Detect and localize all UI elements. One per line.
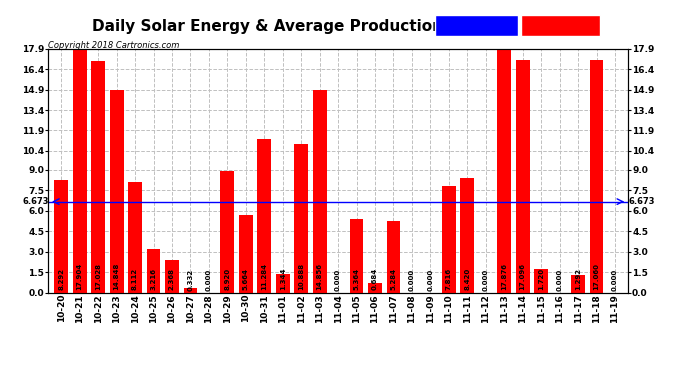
Bar [276,274,290,292]
Text: 6.673: 6.673 [22,197,49,206]
Bar [91,61,105,292]
Bar [294,144,308,292]
Text: 14.848: 14.848 [114,263,119,291]
Text: 17.876: 17.876 [501,264,507,291]
Bar [128,182,142,292]
Text: 11.284: 11.284 [262,263,267,291]
Text: 1.720: 1.720 [538,268,544,291]
Text: 8.292: 8.292 [58,268,64,291]
Bar [72,49,87,292]
Bar [386,220,400,292]
Text: Average  (kWh): Average (kWh) [438,21,517,30]
Text: 5.364: 5.364 [353,268,359,291]
Text: 14.856: 14.856 [317,264,323,291]
Text: 8.920: 8.920 [224,268,230,291]
Text: 1.292: 1.292 [575,268,581,291]
Text: Daily  (kWh): Daily (kWh) [524,21,587,30]
Text: 2.368: 2.368 [169,268,175,291]
Text: 5.284: 5.284 [391,268,397,291]
Text: 0.332: 0.332 [188,269,193,291]
Text: 3.216: 3.216 [150,268,157,291]
Text: 6.673: 6.673 [629,197,655,206]
Text: 0.000: 0.000 [206,269,212,291]
Text: Daily Solar Energy & Average Production Tue Nov 20 16:31: Daily Solar Energy & Average Production … [92,19,598,34]
Text: 0.000: 0.000 [427,269,433,291]
Text: Copyright 2018 Cartronics.com: Copyright 2018 Cartronics.com [48,41,179,50]
Text: 1.344: 1.344 [279,268,286,291]
Bar [110,90,124,292]
Bar [165,260,179,292]
Bar [460,178,474,292]
Bar [442,186,456,292]
Text: 8.112: 8.112 [132,268,138,291]
Text: 7.816: 7.816 [446,268,452,291]
Text: 10.888: 10.888 [298,263,304,291]
Bar [571,275,585,292]
Bar [589,60,604,292]
Bar [184,288,197,292]
Bar [146,249,161,292]
Text: 0.000: 0.000 [409,269,415,291]
Text: 8.420: 8.420 [464,268,471,291]
Bar [313,90,326,292]
Text: 0.000: 0.000 [612,269,618,291]
Text: 17.028: 17.028 [95,264,101,291]
Text: 17.096: 17.096 [520,264,526,291]
Text: 17.904: 17.904 [77,263,83,291]
Bar [239,215,253,292]
Bar [55,180,68,292]
Bar [497,49,511,292]
Text: 0.684: 0.684 [372,268,378,291]
Text: 0.000: 0.000 [335,269,341,291]
Bar [515,60,530,292]
Bar [534,269,548,292]
Bar [220,171,235,292]
Text: 0.000: 0.000 [483,269,489,291]
Bar [257,139,271,292]
Text: 17.060: 17.060 [593,264,600,291]
Bar [368,283,382,292]
Text: 5.664: 5.664 [243,268,249,291]
Bar [350,219,364,292]
Text: 0.000: 0.000 [557,269,562,291]
